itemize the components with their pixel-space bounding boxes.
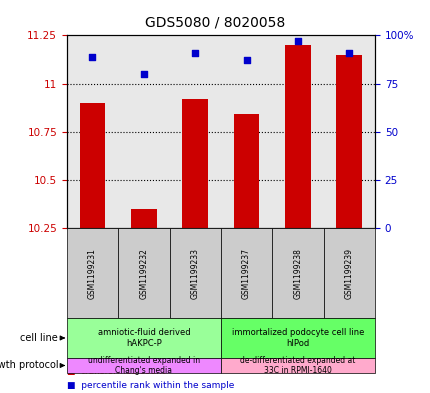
Bar: [233, 114, 259, 228]
Point: [140, 71, 147, 77]
Bar: [80, 103, 105, 228]
Text: amniotic-fluid derived
hAKPC-P: amniotic-fluid derived hAKPC-P: [97, 328, 190, 348]
Point: [243, 57, 249, 64]
Text: de-differentiated expanded at
33C in RPMI-1640: de-differentiated expanded at 33C in RPM…: [240, 356, 355, 375]
Bar: [284, 45, 310, 228]
Text: ■  transformed count: ■ transformed count: [67, 367, 165, 376]
Bar: [336, 55, 361, 228]
Point: [191, 50, 198, 56]
Text: GSM1199237: GSM1199237: [242, 248, 251, 299]
Text: GSM1199238: GSM1199238: [293, 248, 302, 299]
Text: GDS5080 / 8020058: GDS5080 / 8020058: [145, 16, 285, 30]
Text: GSM1199233: GSM1199233: [190, 248, 199, 299]
Text: ■  percentile rank within the sample: ■ percentile rank within the sample: [67, 381, 233, 389]
Text: cell line: cell line: [20, 333, 58, 343]
Point: [345, 50, 352, 56]
Text: immortalized podocyte cell line
hIPod: immortalized podocyte cell line hIPod: [231, 328, 363, 348]
Text: GSM1199232: GSM1199232: [139, 248, 148, 299]
Point: [89, 53, 96, 60]
Text: growth protocol: growth protocol: [0, 360, 58, 371]
Text: GSM1199239: GSM1199239: [344, 248, 353, 299]
Point: [294, 38, 301, 44]
Bar: [182, 99, 208, 228]
Bar: [131, 209, 157, 228]
Text: undifferentiated expanded in
Chang's media: undifferentiated expanded in Chang's med…: [88, 356, 200, 375]
Text: GSM1199231: GSM1199231: [88, 248, 97, 299]
